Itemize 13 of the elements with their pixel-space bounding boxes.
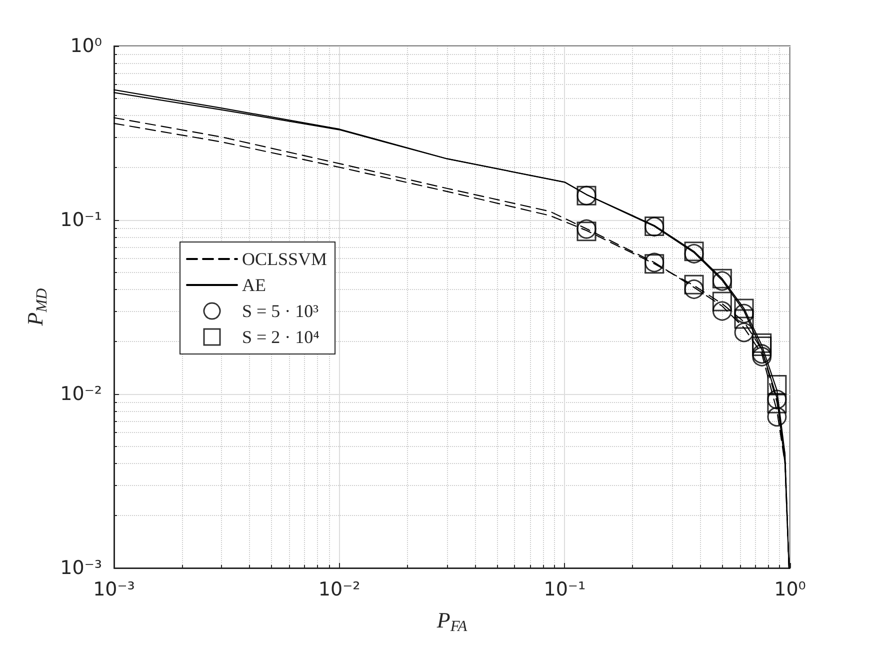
y-tick-label: 10⁻¹: [60, 209, 102, 231]
y-tick-label: 10⁻³: [60, 557, 102, 579]
y-tick-label: 10⁰: [70, 35, 102, 57]
y-axis-title: PMD: [22, 288, 50, 327]
legend-label: AE: [242, 275, 266, 295]
y-tick-label: 10⁻²: [60, 383, 102, 405]
legend-label: S = 2 · 10⁴: [242, 327, 320, 347]
legend-label: OCLSSVM: [242, 249, 328, 269]
legend-label: S = 5 · 10³: [242, 301, 320, 321]
x-tick-label: 10⁰: [774, 578, 806, 600]
x-tick-label: 10⁻¹: [544, 578, 586, 600]
x-tick-label: 10⁻³: [93, 578, 135, 600]
x-tick-label: 10⁻²: [318, 578, 360, 600]
